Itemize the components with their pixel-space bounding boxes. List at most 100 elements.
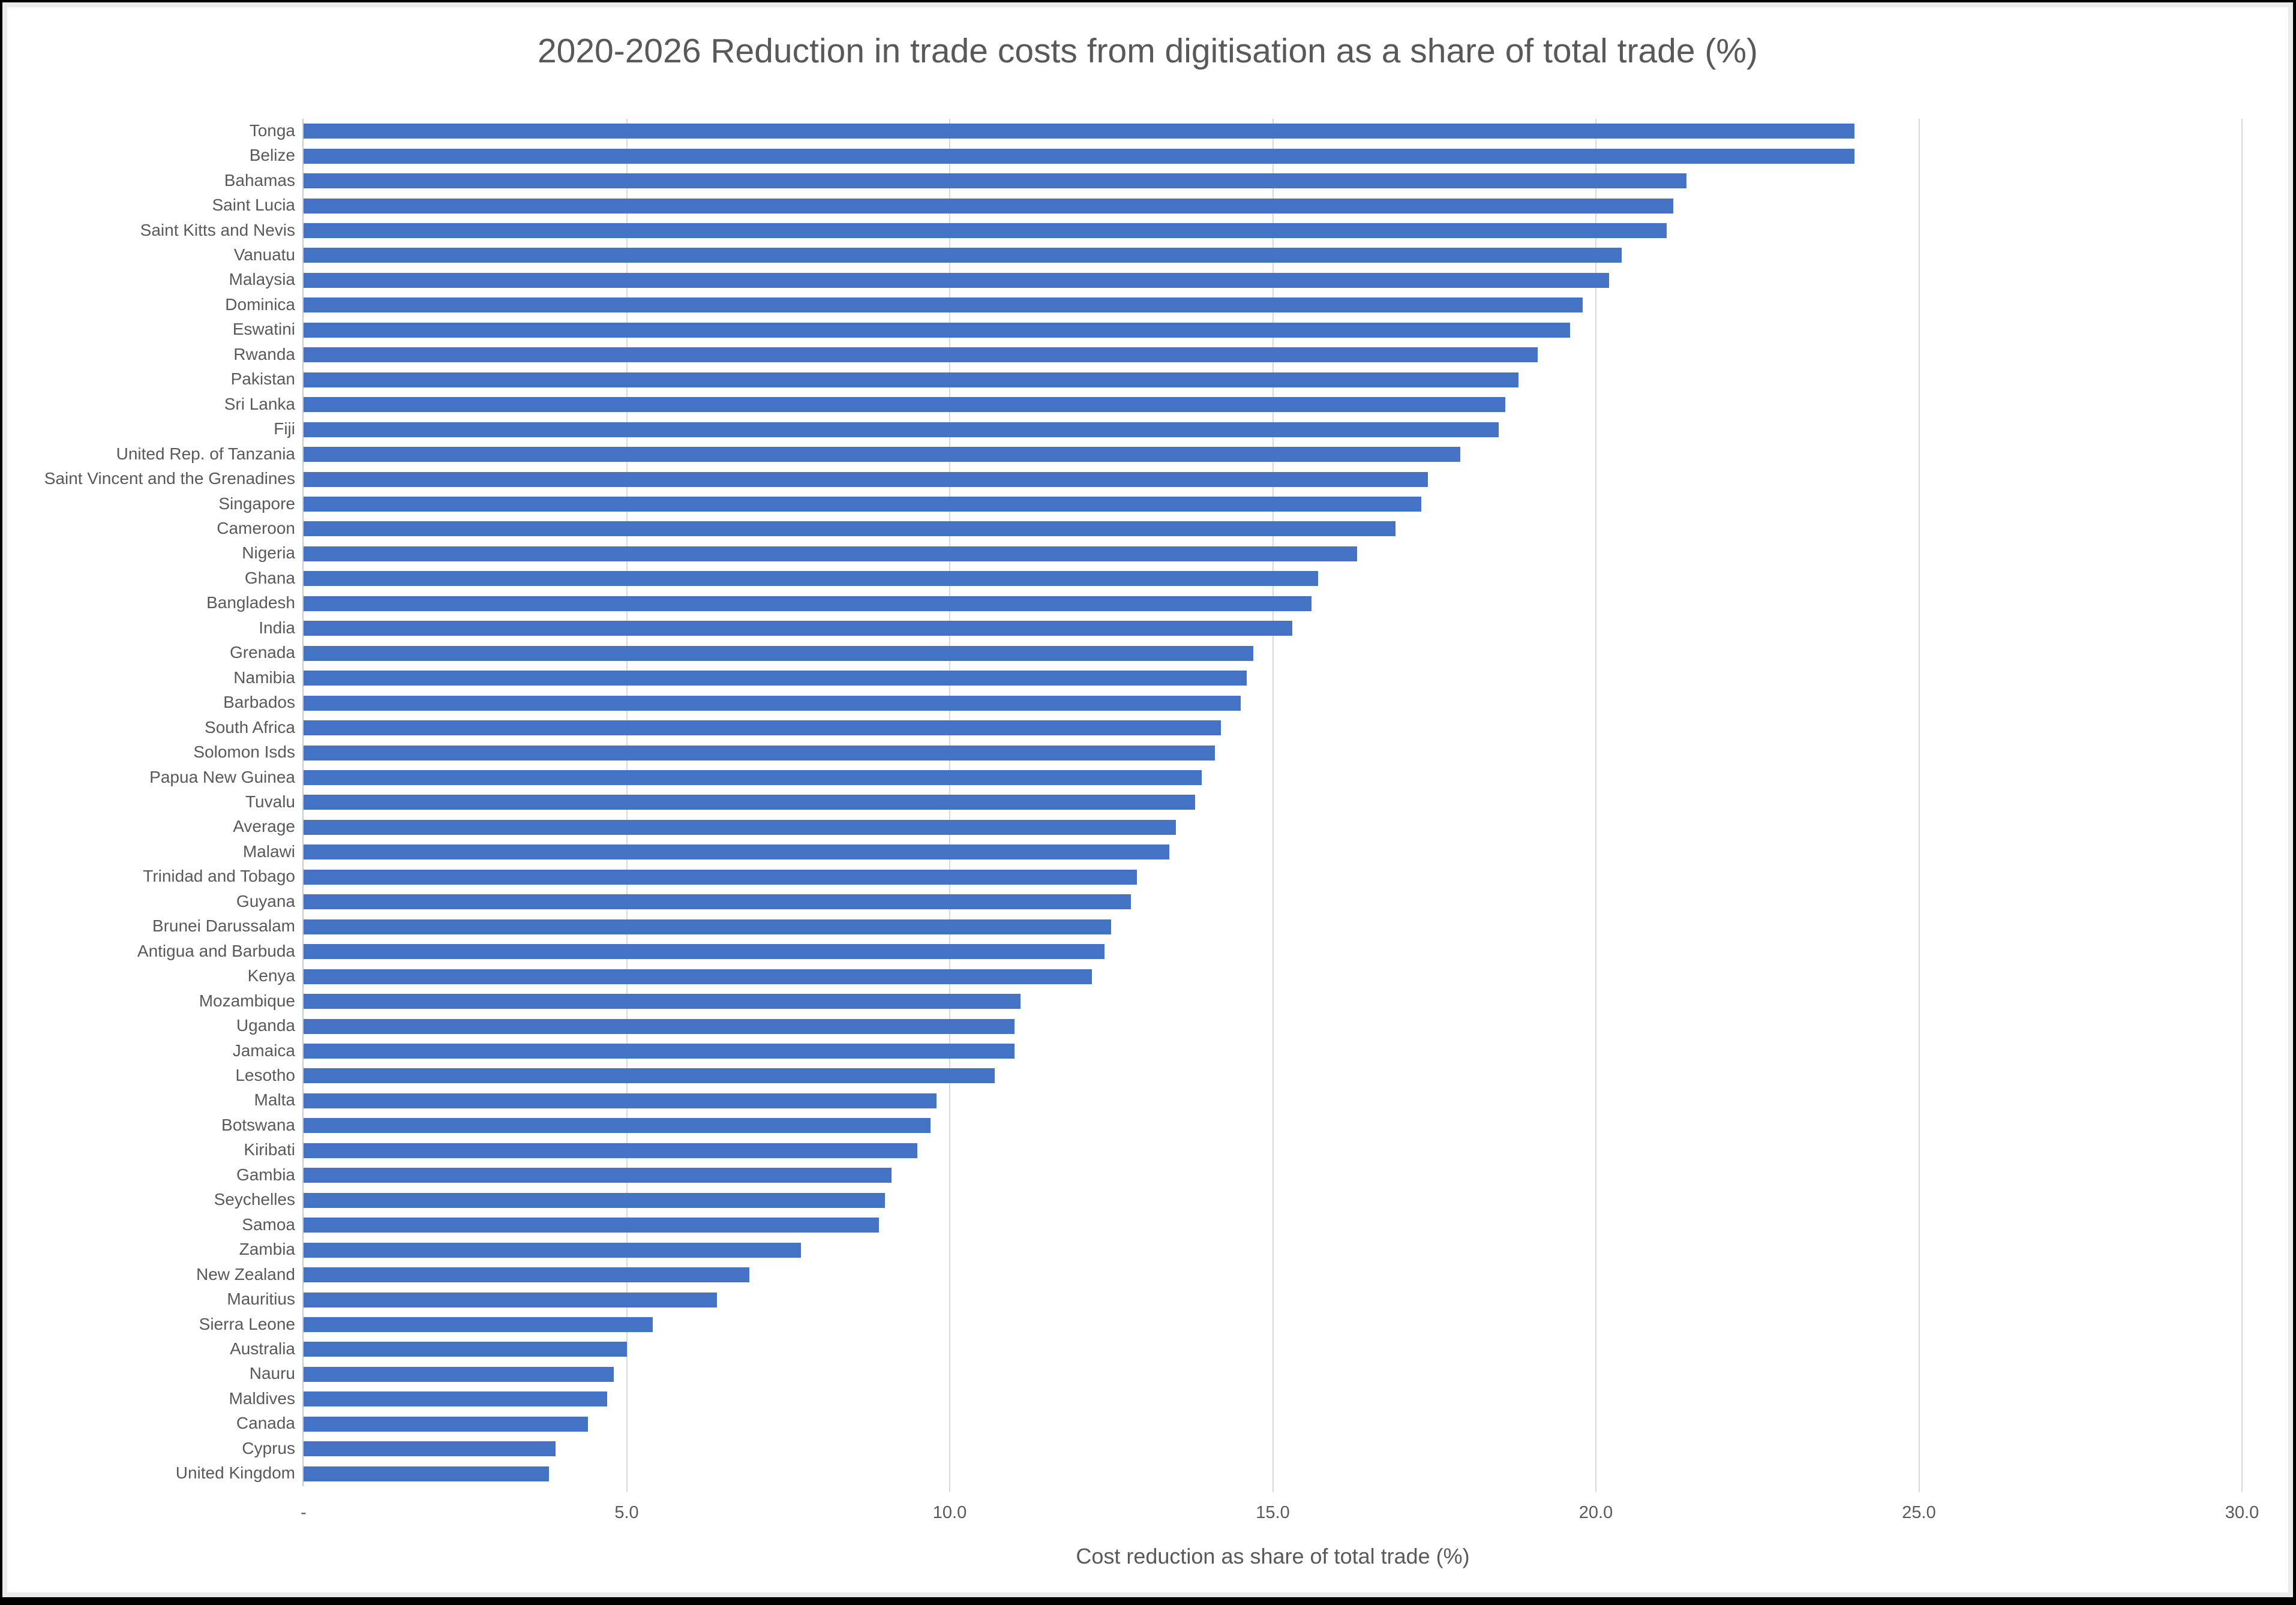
bar-kiribati [304, 1143, 918, 1158]
x-tick-label: 25.0 [1902, 1503, 1936, 1522]
bar-south-africa [304, 720, 1221, 736]
bar-row: Ghana [245, 566, 2242, 591]
bar-cameroon [304, 521, 1396, 537]
bar-row: Malta [254, 1089, 2242, 1113]
bar-dominica [304, 297, 1583, 313]
bar-row: Botswana [221, 1113, 2242, 1138]
bar-eswatini [304, 322, 1570, 338]
bar-row: Lesotho [235, 1063, 2242, 1088]
bar-brunei-darussalam [304, 919, 1112, 934]
bar-guyana [304, 894, 1131, 910]
category-label: United Kingdom [175, 1463, 295, 1483]
category-label: Jamaica [232, 1041, 295, 1060]
bar-sri-lanka [304, 397, 1506, 413]
bar-row: United Kingdom [176, 1462, 2242, 1486]
x-tick-label: 5.0 [614, 1503, 639, 1522]
bar-nauru [304, 1366, 614, 1382]
bar-row: Namibia [233, 666, 2242, 690]
bar-lesotho [304, 1068, 995, 1084]
category-label: Kenya [247, 966, 295, 985]
category-label: Saint Lucia [212, 196, 295, 215]
category-label: Average [233, 817, 295, 836]
bar-row: Zambia [239, 1237, 2242, 1262]
bar-row: Pakistan [231, 368, 2242, 392]
bar-fiji [304, 422, 1499, 437]
x-tick-label: 10.0 [932, 1503, 967, 1522]
bar-row: Sri Lanka [224, 392, 2242, 417]
category-label: Cyprus [242, 1438, 295, 1457]
gridline-15 [1272, 119, 1274, 1492]
bar-belize [304, 148, 1854, 164]
gridline-30 [2241, 119, 2243, 1492]
category-label: Antigua and Barbuda [137, 941, 295, 960]
bar-row: Saint Lucia [212, 193, 2242, 218]
bar-jamaica [304, 1044, 1015, 1059]
category-label: Trinidad and Tobago [143, 867, 295, 886]
bar-bangladesh [304, 596, 1312, 611]
bar-kenya [304, 969, 1092, 984]
gridline-20 [1595, 119, 1596, 1492]
bar-barbados [304, 695, 1241, 711]
bar-malaysia [304, 272, 1609, 288]
bar-row: Nigeria [242, 542, 2242, 566]
bar-row: Gambia [236, 1163, 2242, 1188]
bar-average [304, 819, 1176, 835]
chart-title: 2020-2026 Reduction in trade costs from … [537, 32, 1758, 70]
bar-sierra-leone [304, 1317, 653, 1333]
category-label: Singapore [218, 494, 295, 513]
bar-row: Tonga [250, 119, 2242, 143]
category-label: Vanuatu [233, 245, 295, 264]
category-label: United Rep. of Tanzania [116, 444, 295, 463]
category-label: Eswatini [232, 320, 295, 339]
bar-row: Cyprus [242, 1436, 2242, 1461]
bar-tonga [304, 124, 1854, 139]
bar-row: Jamaica [233, 1039, 2242, 1063]
bar-row: India [259, 616, 2242, 641]
x-tick-label: - [301, 1503, 307, 1522]
bar-row: Cameroon [217, 516, 2242, 541]
bar-new-zealand [304, 1267, 750, 1283]
bar-papua-new-guinea [304, 770, 1202, 786]
bar-row: Solomon Isds [193, 740, 2242, 765]
category-label: Saint Kitts and Nevis [140, 220, 295, 239]
category-label: Bahamas [224, 170, 295, 190]
category-label: Botswana [221, 1115, 295, 1134]
bar-australia [304, 1342, 627, 1357]
category-label: Nauru [249, 1364, 295, 1383]
bar-row: Uganda [236, 1014, 2242, 1038]
category-label: Maldives [229, 1388, 295, 1408]
bar-maldives [304, 1391, 608, 1407]
category-label: Tuvalu [245, 792, 295, 811]
bar-row: United Rep. of Tanzania [116, 442, 2242, 467]
bar-united-rep-of-tanzania [304, 447, 1460, 462]
category-label: India [259, 618, 295, 637]
bar-singapore [304, 497, 1422, 512]
category-label: Australia [230, 1339, 295, 1358]
category-label: Seychelles [214, 1190, 295, 1209]
bar-tuvalu [304, 795, 1196, 810]
bar-row: Eswatini [233, 318, 2242, 342]
bar-ghana [304, 571, 1318, 587]
category-label: Mozambique [199, 991, 295, 1010]
bar-row: Nauru [250, 1362, 2242, 1387]
bar-row: Malawi [243, 840, 2242, 864]
category-label: Fiji [274, 419, 295, 438]
bar-row: Vanuatu [234, 243, 2242, 268]
bar-row: Brunei Darussalam [152, 915, 2242, 939]
bar-row: Bahamas [224, 169, 2242, 193]
bar-saint-vincent-and-the-grenadines [304, 471, 1428, 487]
bar-row: Australia [230, 1337, 2242, 1361]
bar-trinidad-and-tobago [304, 869, 1138, 885]
category-label: Papua New Guinea [149, 767, 295, 786]
bar-row: Sierra Leone [199, 1312, 2242, 1337]
bar-cyprus [304, 1441, 556, 1457]
bar-row: Papua New Guinea [149, 765, 2242, 790]
bar-united-kingdom [304, 1466, 550, 1481]
bar-row: Average [233, 815, 2242, 840]
category-label: Samoa [242, 1215, 295, 1234]
x-tick-label: 20.0 [1578, 1503, 1613, 1522]
bar-mozambique [304, 994, 1021, 1009]
category-label: Gambia [236, 1165, 295, 1184]
category-label: Pakistan [230, 369, 295, 389]
bar-row: Grenada [230, 641, 2242, 666]
